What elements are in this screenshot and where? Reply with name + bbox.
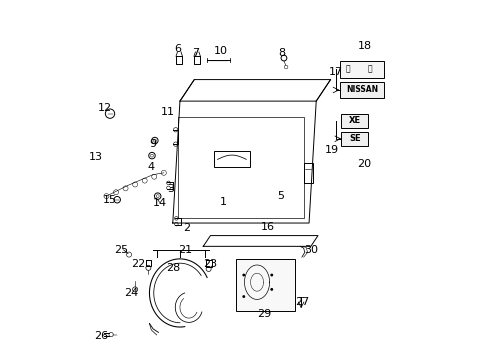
Text: 13: 13 <box>88 152 102 162</box>
Text: 4: 4 <box>147 162 155 172</box>
Text: XE: XE <box>348 116 360 125</box>
Text: 2: 2 <box>183 224 190 233</box>
Text: 15: 15 <box>103 195 117 205</box>
Text: 28: 28 <box>165 263 180 273</box>
Circle shape <box>270 288 273 291</box>
Text: NISSAN: NISSAN <box>346 85 377 94</box>
Text: 5: 5 <box>276 191 283 201</box>
Text: 1: 1 <box>219 197 226 207</box>
Bar <box>341 132 367 146</box>
Text: 27: 27 <box>294 297 308 307</box>
Text: 9: 9 <box>149 139 156 149</box>
Text: 7: 7 <box>192 48 199 58</box>
Text: 20: 20 <box>357 159 371 169</box>
Text: 25: 25 <box>114 245 127 255</box>
Circle shape <box>270 274 273 276</box>
Text: 24: 24 <box>124 288 139 298</box>
Text: 18: 18 <box>357 41 371 50</box>
Bar <box>339 60 384 78</box>
Circle shape <box>242 295 244 298</box>
Text: 環: 環 <box>345 65 349 74</box>
Bar <box>339 82 384 98</box>
Text: 10: 10 <box>214 46 228 56</box>
Text: 12: 12 <box>98 103 111 113</box>
Text: 23: 23 <box>203 259 217 269</box>
Bar <box>341 114 367 128</box>
Text: 6: 6 <box>174 44 181 54</box>
Text: 29: 29 <box>257 310 271 319</box>
Text: 22: 22 <box>131 259 145 269</box>
Text: 26: 26 <box>94 331 108 341</box>
Text: 8: 8 <box>278 48 285 58</box>
Text: 16: 16 <box>260 222 274 231</box>
Text: 30: 30 <box>303 245 317 255</box>
Text: 17: 17 <box>328 67 342 77</box>
Text: 3: 3 <box>167 184 174 194</box>
Bar <box>303 163 312 183</box>
Text: 21: 21 <box>178 245 192 255</box>
Text: 11: 11 <box>160 107 174 117</box>
Bar <box>235 259 294 311</box>
Text: 境: 境 <box>367 65 371 74</box>
Text: 19: 19 <box>325 144 339 154</box>
Text: SE: SE <box>348 134 360 143</box>
Bar <box>214 151 249 167</box>
Circle shape <box>242 274 244 276</box>
Text: 14: 14 <box>153 198 167 208</box>
